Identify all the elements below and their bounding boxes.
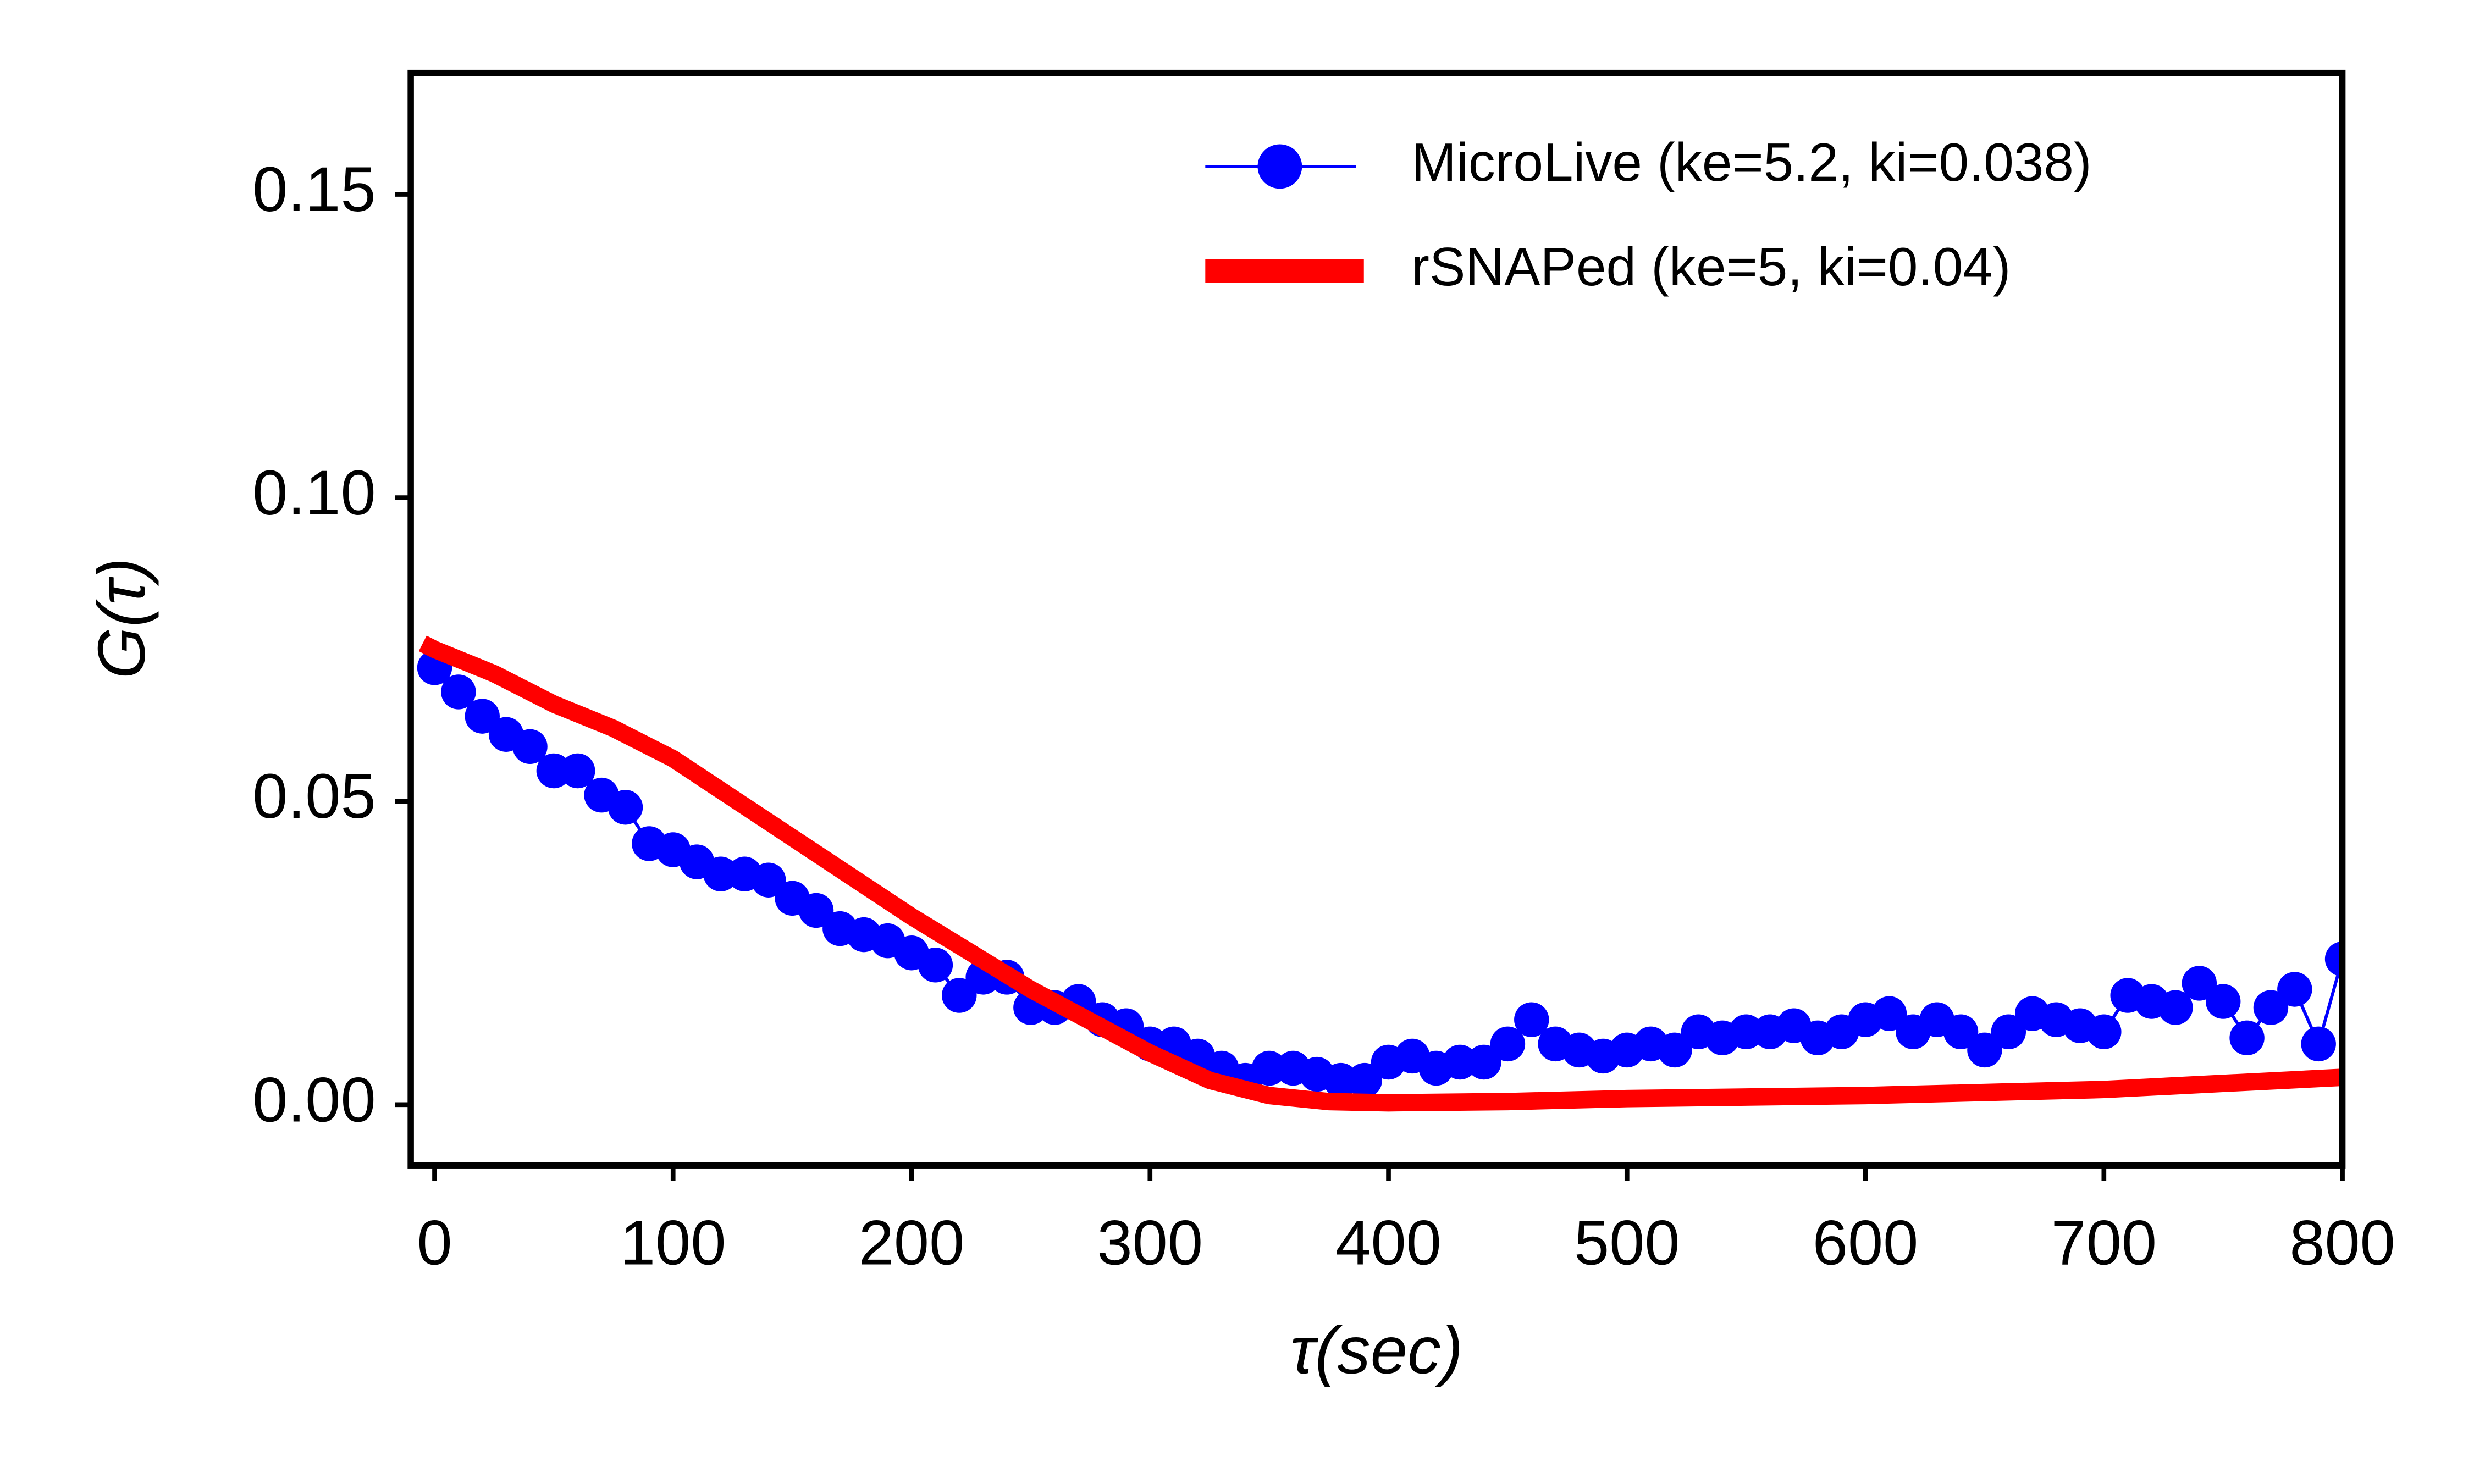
x-tick-label: 300: [1097, 1208, 1203, 1278]
x-tick-label: 800: [2289, 1208, 2395, 1278]
data-point: [1466, 1044, 1501, 1080]
data-point: [441, 674, 476, 710]
data-point: [1729, 1014, 1764, 1050]
x-tick-label: 100: [620, 1208, 726, 1278]
x-axis-label: τ(sec): [1290, 1313, 1464, 1387]
data-point: [1657, 1032, 1692, 1068]
data-point: [798, 893, 834, 928]
data-point: [1347, 1062, 1382, 1098]
legend-marker: [1257, 144, 1302, 189]
x-tick-label: 400: [1335, 1208, 1442, 1278]
x-tick-label: 0: [417, 1208, 452, 1278]
legend-label: rSNAPed (ke=5, ki=0.04): [1411, 236, 2011, 297]
data-point: [1490, 1026, 1526, 1062]
data-point: [942, 978, 977, 1013]
data-point: [560, 753, 595, 789]
data-point: [1991, 1014, 2026, 1050]
y-tick-label: 0.15: [252, 154, 376, 225]
data-point: [2086, 1014, 2122, 1050]
y-tick-label: 0.10: [252, 458, 376, 528]
data-point: [1967, 1032, 2002, 1068]
data-point: [465, 699, 500, 734]
data-point: [512, 729, 548, 765]
data-point: [2324, 942, 2343, 977]
y-tick-label: 0.05: [252, 761, 376, 832]
data-point: [2205, 984, 2241, 1019]
data-point: [536, 753, 572, 789]
data-point: [2182, 966, 2217, 1001]
data-point: [1943, 1014, 1979, 1050]
data-point: [608, 790, 643, 825]
data-point: [1251, 1050, 1287, 1086]
legend-label: MicroLive (ke=5.2, ki=0.038): [1411, 132, 2091, 192]
data-point: [1871, 996, 1907, 1031]
data-point: [2253, 990, 2289, 1025]
data-point: [2158, 990, 2193, 1025]
data-point: [751, 862, 786, 898]
data-point: [1323, 1062, 1359, 1098]
x-tick-label: 500: [1574, 1208, 1680, 1278]
data-point: [918, 948, 953, 983]
data-point: [703, 856, 738, 891]
data-point: [2301, 1026, 2336, 1062]
data-point: [2229, 1020, 2265, 1056]
series-line: [418, 635, 2343, 1112]
plot-area: [417, 635, 2343, 1112]
plot-frame: [407, 69, 2346, 1169]
x-tick-label: 600: [1813, 1208, 1919, 1278]
data-point: [1442, 1044, 1478, 1080]
data-point: [2277, 972, 2312, 1007]
data-point: [1514, 1002, 1549, 1037]
x-tick-label: 200: [859, 1208, 965, 1278]
y-axis-label: G(τ): [84, 558, 159, 679]
x-tick-label: 700: [2051, 1208, 2157, 1278]
y-tick-label: 0.00: [252, 1065, 376, 1135]
